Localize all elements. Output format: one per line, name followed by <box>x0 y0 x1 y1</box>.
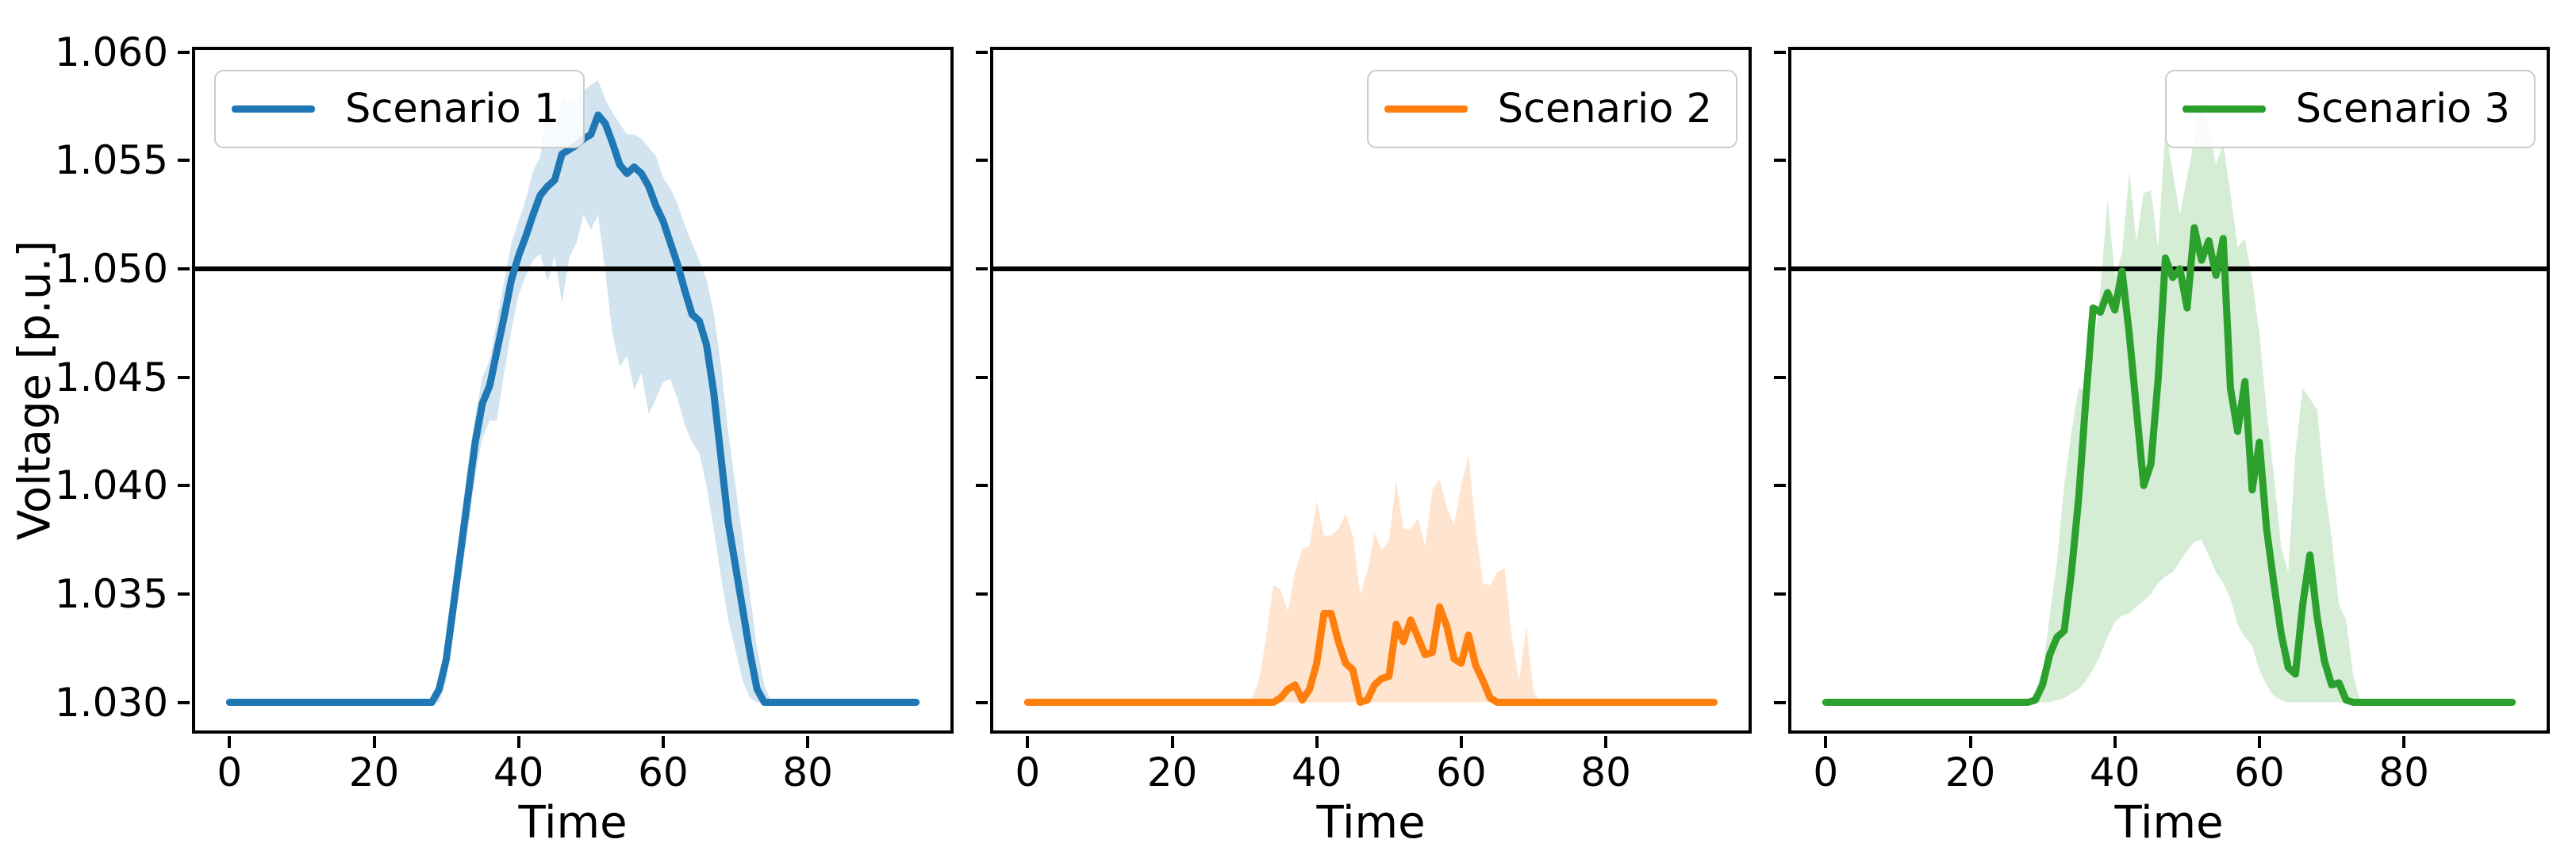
x-tick-label: 40 <box>2089 749 2140 795</box>
y-tick-mark <box>976 159 988 163</box>
x-tick-label: 40 <box>493 749 544 795</box>
y-tick-label: 1.060 <box>54 29 168 75</box>
y-tick-label: 1.050 <box>54 246 168 292</box>
legend-line-sample <box>1384 105 1468 113</box>
y-tick-mark <box>178 50 190 54</box>
y-tick-label: 1.040 <box>54 462 168 509</box>
y-tick-mark <box>1774 267 1786 270</box>
y-tick-mark <box>178 700 190 704</box>
y-tick-mark <box>976 592 988 596</box>
legend-line-sample <box>2182 105 2266 113</box>
y-tick-mark <box>178 375 190 379</box>
line-chart-scenario-1 <box>195 80 950 706</box>
x-tick-mark <box>1026 736 1030 748</box>
x-tick-mark <box>2257 736 2261 748</box>
y-tick-mark <box>178 159 190 163</box>
line-chart-scenario-3 <box>1791 99 2547 706</box>
y-tick-mark <box>976 50 988 54</box>
x-tick-label: 20 <box>1944 749 1996 795</box>
x-tick-label: 40 <box>1291 749 1342 795</box>
x-tick-mark <box>1604 736 1608 748</box>
x-tick-mark <box>516 736 520 748</box>
y-tick-label: 1.035 <box>54 570 168 617</box>
x-tick-label: 20 <box>348 749 400 795</box>
y-tick-mark <box>178 592 190 596</box>
x-tick-label: 60 <box>638 749 689 795</box>
y-tick-mark <box>1774 50 1786 54</box>
legend: Scenario 3 <box>2164 70 2536 148</box>
y-tick-mark <box>976 700 988 704</box>
y-tick-mark <box>976 267 988 270</box>
x-tick-label: 60 <box>2234 749 2285 795</box>
x-tick-label: 0 <box>1015 749 1041 795</box>
legend-line-sample <box>232 105 315 113</box>
x-tick-label: 60 <box>1436 749 1487 795</box>
mean-line <box>1822 224 2516 706</box>
y-tick-mark <box>976 484 988 488</box>
x-axis-label: Time <box>2114 797 2224 849</box>
confidence-band <box>1825 99 2513 703</box>
x-tick-label: 0 <box>217 749 243 795</box>
x-tick-mark <box>1968 736 1972 748</box>
subplot-scenario-2: 0 20 40 60 80 Scenario 2 Time <box>976 47 1752 849</box>
confidence-band <box>229 80 916 703</box>
mean-line <box>1023 603 1718 706</box>
x-tick-mark <box>228 736 232 748</box>
line-chart-scenario-2 <box>993 266 1749 706</box>
x-tick-mark <box>372 736 376 748</box>
x-axis-label: Time <box>1316 797 1426 849</box>
x-tick-label: 20 <box>1146 749 1198 795</box>
x-tick-label: 80 <box>2378 749 2429 795</box>
x-tick-mark <box>1824 736 1828 748</box>
x-tick-label: 80 <box>1580 749 1631 795</box>
x-tick-mark <box>1315 736 1319 748</box>
legend: Scenario 1 <box>214 70 585 148</box>
x-tick-mark <box>661 736 665 748</box>
x-tick-label: 80 <box>782 749 833 795</box>
y-tick-label: 1.030 <box>54 679 168 726</box>
subplot-scenario-3: 0 20 40 60 80 Scenario 3 Time <box>1774 47 2550 849</box>
x-tick-mark <box>2402 736 2406 748</box>
legend-label: Scenario 3 <box>2295 86 2510 132</box>
confidence-band <box>1027 455 1714 703</box>
y-tick-label: 1.055 <box>54 137 168 184</box>
x-tick-mark <box>806 736 810 748</box>
x-tick-mark <box>1459 736 1463 748</box>
legend-label: Scenario 2 <box>1497 86 1712 132</box>
y-tick-mark <box>976 375 988 379</box>
y-tick-mark <box>1774 700 1786 704</box>
y-tick-mark <box>1774 375 1786 379</box>
y-tick-mark <box>178 484 190 488</box>
legend-label: Scenario 1 <box>345 86 560 132</box>
x-tick-mark <box>2113 736 2117 748</box>
x-tick-mark <box>1170 736 1174 748</box>
y-tick-mark <box>1774 484 1786 488</box>
y-tick-mark <box>1774 592 1786 596</box>
x-tick-label: 0 <box>1813 749 1839 795</box>
y-tick-label: 1.045 <box>54 354 168 401</box>
y-tick-mark <box>1774 159 1786 163</box>
y-tick-mark <box>178 267 190 270</box>
subplot-scenario-1: 0 20 40 60 80 1.030 1.035 1.040 1.045 1.050 1.055… <box>55 29 954 849</box>
x-axis-label: Time <box>518 797 628 849</box>
y-axis-label: Voltage [p.u.] <box>9 240 61 541</box>
legend: Scenario 2 <box>1366 70 1737 148</box>
